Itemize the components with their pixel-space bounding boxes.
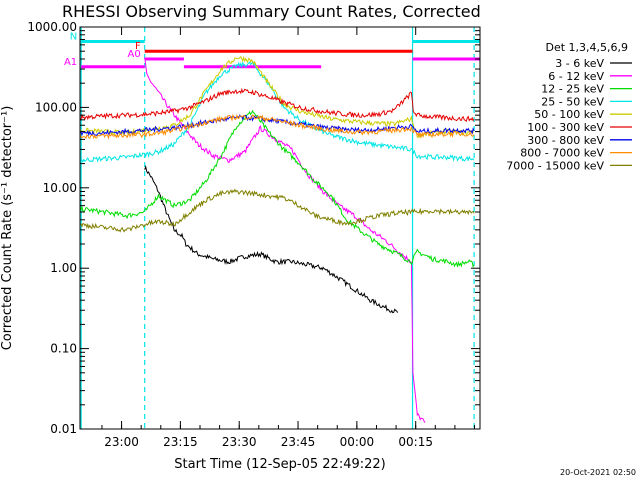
axis-ticks: 23:00 23:15 23:30 23:45 00:00 00:15 1000.00 100…	[27, 20, 480, 449]
footer-timestamp: 20-Oct-2021 02:50	[560, 468, 636, 477]
legend-title: Det 1,3,4,5,6,9	[545, 41, 628, 54]
y-tick-label-1: 100.00	[35, 100, 77, 114]
flag-n-label: N	[70, 32, 77, 43]
legend-label-5: 100 - 300 keV	[527, 121, 604, 134]
plot-area: N FA0 A1	[64, 27, 480, 429]
flag-a0-label: A0	[128, 49, 141, 60]
x-tick-label-1: 23:15	[163, 435, 198, 449]
series-line-7	[79, 113, 475, 140]
legend-label-6: 300 - 800 keV	[527, 134, 604, 147]
y-axis-label: Corrected Count Rate (s⁻¹ detector⁻¹)	[0, 106, 15, 351]
y-tick-label-4: 0.10	[50, 342, 77, 356]
series-line-8	[79, 188, 475, 233]
x-tick-label-5: 00:15	[398, 435, 433, 449]
series-line-5	[79, 87, 475, 123]
x-tick-label-4: 00:00	[340, 435, 375, 449]
y-tick-label-3: 1.00	[50, 261, 77, 275]
legend-label-4: 50 - 100 keV	[534, 108, 604, 121]
series-line-6	[80, 114, 475, 137]
x-tick-label-2: 23:30	[222, 435, 257, 449]
flag-a1-label: A1	[64, 57, 77, 68]
chart-title: RHESSI Observing Summary Count Rates, Co…	[62, 2, 481, 21]
y-tick-label-2: 10.00	[43, 181, 77, 195]
x-axis-label: Start Time (12-Sep-05 22:49:22)	[174, 457, 385, 472]
series-line-1	[144, 57, 426, 423]
series-line-2	[79, 109, 475, 268]
y-tick-label-0: 1000.00	[27, 20, 77, 34]
x-tick-label-0: 23:00	[104, 435, 139, 449]
series-line-4	[79, 55, 475, 140]
legend-label-3: 25 - 50 keV	[541, 95, 604, 108]
series-line-3	[79, 60, 475, 164]
legend-label-1: 6 - 12 keV	[548, 70, 604, 83]
x-tick-label-3: 23:45	[281, 435, 316, 449]
legend-label-0: 3 - 6 keV	[555, 57, 604, 70]
legend-label-8: 7000 - 15000 keV	[506, 159, 604, 172]
series-line-0	[144, 164, 399, 314]
flag-f-label: F	[135, 41, 141, 52]
plot-frame	[79, 26, 481, 430]
legend-label-7: 800 - 7000 keV	[520, 147, 604, 160]
y-tick-label-5: 0.01	[50, 422, 77, 436]
legend-label-2: 12 - 25 keV	[541, 83, 604, 96]
